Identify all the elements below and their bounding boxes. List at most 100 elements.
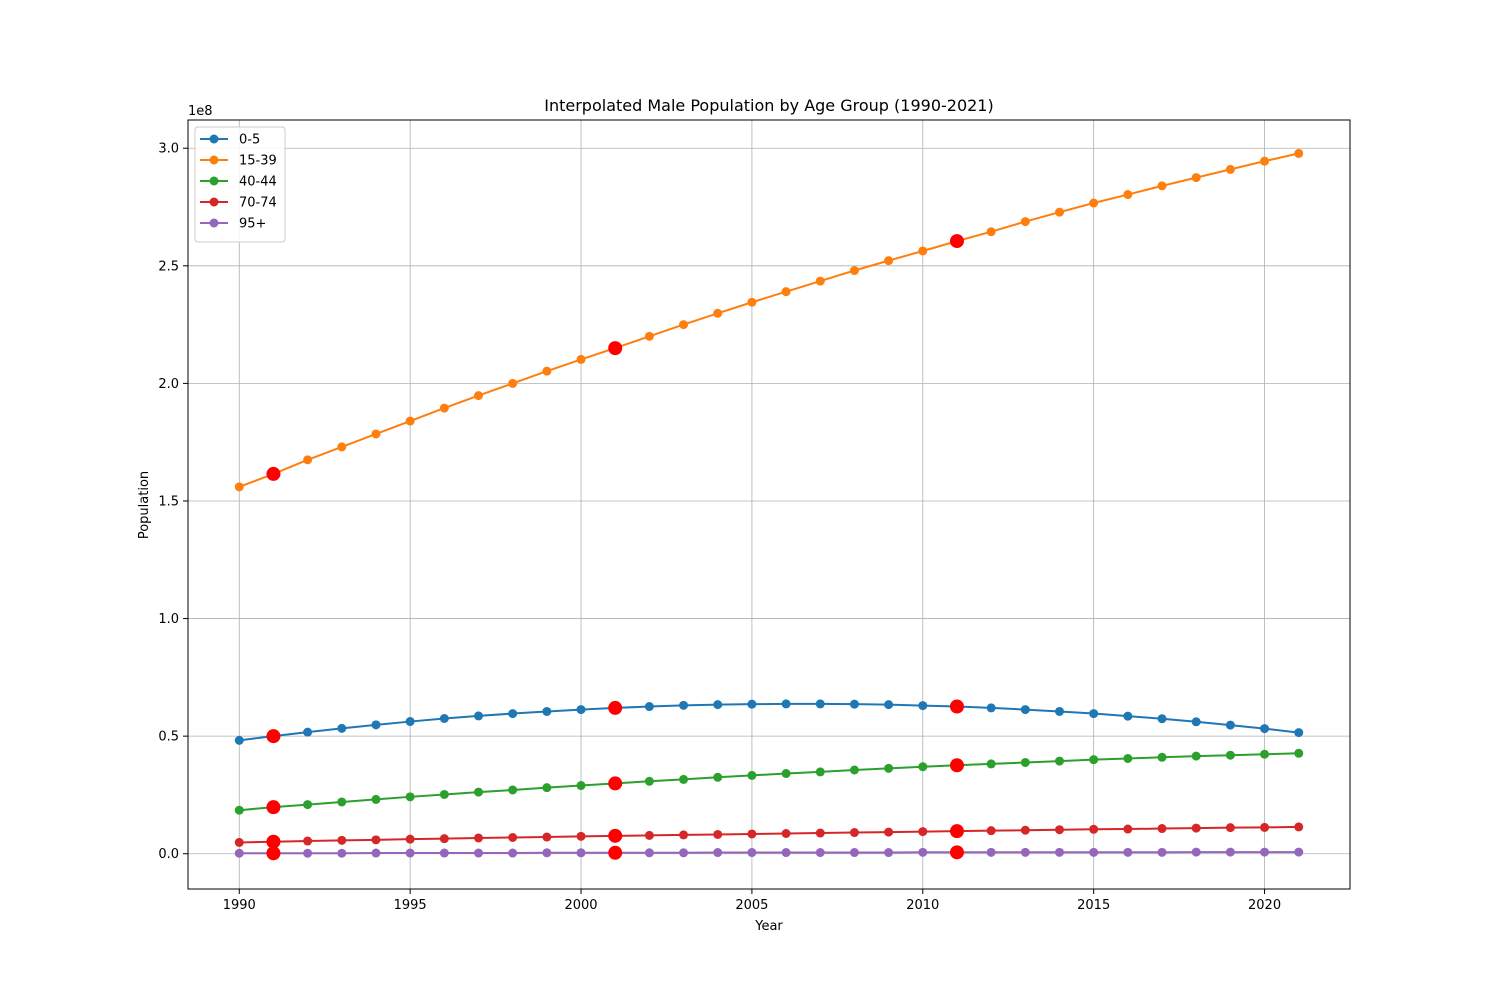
highlight-point (608, 776, 623, 791)
data-point (508, 785, 518, 795)
series-line (239, 851, 1299, 855)
data-point (986, 826, 996, 836)
data-point (371, 848, 381, 858)
data-point (1157, 824, 1167, 834)
legend-marker (209, 176, 219, 186)
data-point (1123, 824, 1133, 834)
data-point (679, 700, 689, 710)
y-tick-label: 0.5 (158, 730, 179, 745)
data-point (1294, 748, 1304, 758)
data-point (576, 848, 586, 858)
data-point (849, 848, 859, 858)
data-point (679, 774, 689, 784)
data-point (1020, 825, 1030, 835)
data-point (234, 837, 244, 847)
data-point (371, 720, 381, 730)
data-point (815, 276, 825, 286)
legend-item: 15-39 (200, 154, 277, 169)
data-point (644, 702, 654, 712)
highlight-point (949, 845, 964, 860)
data-point (1191, 823, 1201, 833)
data-point (542, 832, 552, 842)
data-point (679, 848, 689, 858)
plot-frame (187, 119, 1351, 890)
data-point (781, 829, 791, 839)
x-tick-label: 2015 (1077, 898, 1110, 913)
highlight-point (949, 758, 964, 773)
highlight-point (608, 828, 623, 843)
data-point (1294, 847, 1304, 857)
data-point (508, 709, 518, 719)
data-point (303, 455, 313, 465)
legend-box (194, 126, 286, 243)
data-point (1294, 148, 1304, 158)
y-tick-label: 2.5 (158, 259, 179, 274)
highlight-point (266, 800, 281, 815)
data-point (234, 848, 244, 858)
data-point (986, 847, 996, 857)
data-point (1123, 711, 1133, 721)
data-point (405, 792, 415, 802)
data-point (713, 772, 723, 782)
data-point (1055, 847, 1064, 857)
data-point (303, 800, 313, 810)
highlight-point (266, 466, 281, 481)
data-point (1123, 847, 1133, 857)
highlight-point (949, 699, 964, 714)
data-point (747, 770, 757, 780)
data-point (1089, 847, 1099, 857)
data-point (1260, 724, 1270, 734)
y-tick-label: 2.0 (158, 377, 179, 392)
data-point (371, 835, 381, 845)
data-point (1225, 847, 1235, 857)
data-point (474, 787, 483, 797)
data-point (439, 834, 449, 844)
data-point (1089, 198, 1099, 208)
data-point (1020, 757, 1030, 767)
data-point (1191, 751, 1201, 761)
data-point (644, 830, 654, 840)
highlight-point (266, 846, 281, 861)
data-point (1020, 705, 1030, 715)
data-point (474, 391, 483, 401)
data-point (337, 848, 347, 858)
data-point (474, 833, 483, 843)
data-point (439, 848, 449, 858)
data-point (1294, 728, 1304, 738)
data-point (815, 767, 825, 777)
data-point (1225, 750, 1235, 760)
data-point (781, 287, 791, 297)
data-point (644, 776, 654, 786)
data-point (713, 848, 723, 858)
highlight-point (949, 824, 964, 839)
data-point (303, 727, 313, 737)
data-point (918, 762, 928, 772)
data-point (884, 700, 894, 710)
x-tick-label: 2010 (906, 898, 939, 913)
data-point (884, 827, 894, 837)
data-point (1157, 714, 1167, 724)
data-point (439, 403, 449, 413)
data-point (1225, 164, 1235, 174)
data-point (747, 699, 757, 709)
data-point (849, 828, 859, 838)
x-tick-label: 2000 (564, 898, 597, 913)
x-tick-label: 1990 (223, 898, 256, 913)
data-point (918, 246, 928, 256)
data-point (1020, 217, 1030, 227)
y-tick-label: 1.0 (158, 612, 179, 627)
data-point (1089, 824, 1099, 834)
data-point (234, 482, 244, 492)
data-point (1260, 847, 1270, 857)
data-point (1191, 847, 1201, 857)
data-point (405, 416, 415, 426)
highlight-point (949, 234, 964, 249)
data-point (1225, 720, 1235, 730)
data-point (234, 805, 244, 815)
highlight-point (266, 834, 281, 849)
data-point (234, 735, 244, 745)
data-point (1055, 207, 1064, 217)
highlight-markers (266, 234, 964, 861)
data-point (1157, 847, 1167, 857)
data-point (815, 828, 825, 838)
